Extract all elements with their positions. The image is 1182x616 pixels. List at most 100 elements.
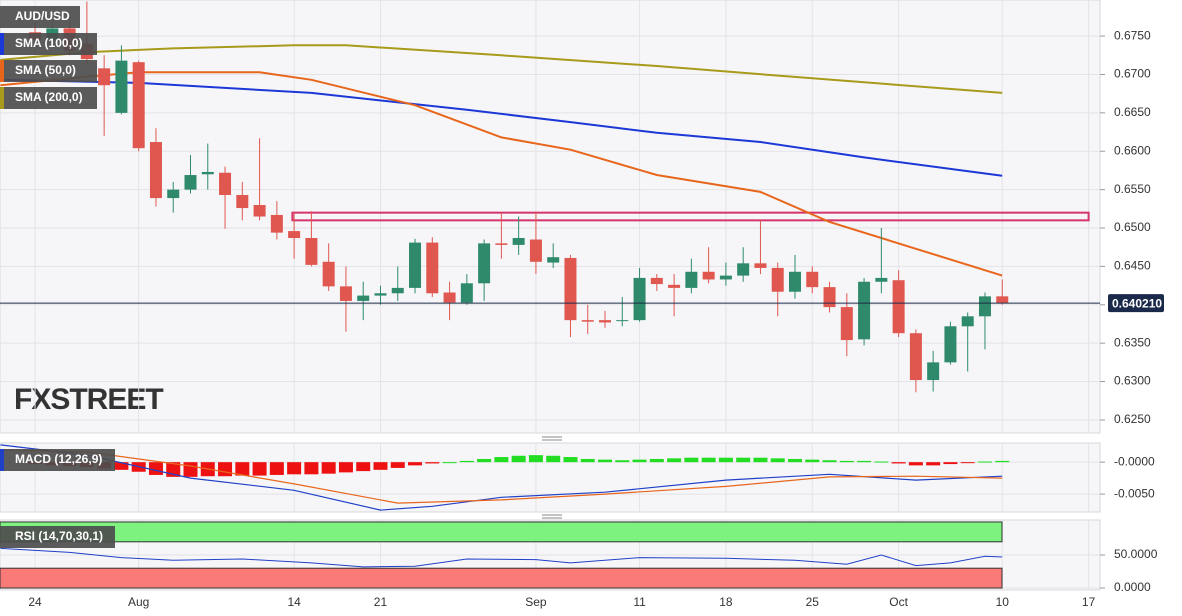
candle-body — [357, 295, 370, 301]
candle-body — [978, 296, 991, 317]
signal-line — [0, 449, 1003, 504]
macd-bar — [442, 462, 457, 464]
legend-label: RSI (14,70,30,1) — [15, 529, 103, 543]
x-tick-label: 21 — [374, 595, 388, 609]
y-tick-label: 0.6600 — [1114, 143, 1151, 157]
legend-label: SMA (100,0) — [15, 36, 83, 50]
macd-bar — [304, 462, 319, 475]
y-tick-label: 50.0000 — [1114, 547, 1158, 561]
macd-bar — [321, 462, 336, 474]
y-tick-label: 0.6750 — [1114, 28, 1151, 42]
candle-body — [996, 296, 1009, 304]
candle-body — [288, 231, 301, 238]
candle-body — [599, 320, 612, 323]
macd-bar — [287, 462, 302, 475]
candle-body — [771, 267, 784, 292]
candle-body — [322, 261, 335, 287]
macd-bar — [891, 462, 906, 464]
candle-body — [650, 277, 663, 285]
macd-bar — [822, 460, 837, 463]
candle-body — [719, 275, 732, 280]
candle-body — [184, 175, 197, 190]
legend-box — [0, 449, 115, 471]
macd-bar — [459, 460, 474, 463]
y-tick-label: 0.6650 — [1114, 105, 1151, 119]
macd-bar — [408, 462, 423, 466]
macd-bar — [787, 458, 802, 463]
candle-body — [409, 242, 422, 288]
macd-bar — [684, 457, 699, 463]
candle-body — [115, 60, 128, 113]
candle-body — [961, 316, 974, 327]
y-tick-label: 0.0000 — [1114, 580, 1151, 594]
candle-body — [702, 271, 715, 280]
macd-bar — [926, 462, 941, 466]
macd-bar — [805, 459, 820, 463]
resistance-zone — [291, 211, 1090, 222]
candle-body — [305, 237, 318, 265]
candle-body — [581, 320, 594, 322]
x-tick-label: 10 — [996, 595, 1010, 609]
candle-body — [806, 271, 819, 288]
macd-bar — [511, 455, 526, 463]
macd-bar — [977, 461, 992, 463]
macd-bar — [563, 457, 578, 463]
macd-bar — [632, 459, 647, 463]
candle-body — [633, 277, 646, 321]
candle-body — [426, 242, 439, 294]
macd-bar — [390, 462, 405, 468]
candle-body — [478, 243, 491, 284]
candle-body — [892, 280, 905, 334]
macd-bar — [235, 462, 250, 476]
candle-body — [167, 189, 180, 199]
y-tick-label: 0.6500 — [1114, 220, 1151, 234]
candle-body — [858, 281, 871, 340]
x-tick-label: 17 — [1082, 595, 1096, 609]
candle-body — [512, 237, 525, 245]
macd-bar — [148, 462, 163, 475]
macd-bar — [649, 458, 664, 463]
x-tick-label: 14 — [287, 595, 301, 609]
legend-box — [0, 526, 115, 548]
candle-body — [391, 287, 404, 294]
legend-swatch — [0, 87, 4, 109]
candle-body — [927, 362, 940, 381]
x-tick-label: 24 — [28, 595, 42, 609]
legend: AUD/USD SMA (100,0) SMA (50,0) SMA (200,0) M… — [0, 6, 115, 548]
macd-bar — [857, 460, 872, 463]
macd-bar — [114, 462, 129, 470]
rsi-line — [0, 547, 1003, 568]
macd-bar — [770, 458, 785, 463]
rsi-band — [0, 567, 1003, 589]
candle-body — [460, 283, 473, 303]
candle-body — [944, 326, 957, 363]
candle-body — [443, 292, 456, 303]
macd-bar — [218, 462, 233, 477]
candle-body — [98, 68, 111, 86]
macd-bar — [373, 462, 388, 470]
last-price-tag — [1108, 294, 1164, 313]
y-tick-label: -0.0000 — [1114, 454, 1155, 468]
macd-panel — [0, 442, 1101, 513]
candle-body — [616, 320, 629, 322]
candle-body — [685, 271, 698, 288]
macd-bar — [718, 457, 733, 463]
macd-bar — [839, 460, 854, 463]
candle-body — [564, 257, 577, 321]
y-tick-label: 0.6250 — [1114, 412, 1151, 426]
macd-bar — [546, 455, 561, 463]
macd-bar — [960, 462, 975, 464]
candle-body — [875, 277, 888, 282]
macd-line — [0, 444, 1003, 511]
legend-swatch — [0, 33, 4, 55]
macd-bar — [598, 459, 613, 463]
last-price-label: 0.640210 — [1112, 296, 1162, 310]
x-tick-label: 11 — [633, 595, 646, 609]
candle-body — [219, 172, 232, 196]
macd-bar — [874, 461, 889, 463]
macd-bar — [252, 462, 267, 476]
macd-bar — [995, 460, 1010, 463]
macd-bar — [494, 457, 509, 463]
candle-body — [339, 286, 352, 301]
candle-body — [374, 293, 387, 296]
